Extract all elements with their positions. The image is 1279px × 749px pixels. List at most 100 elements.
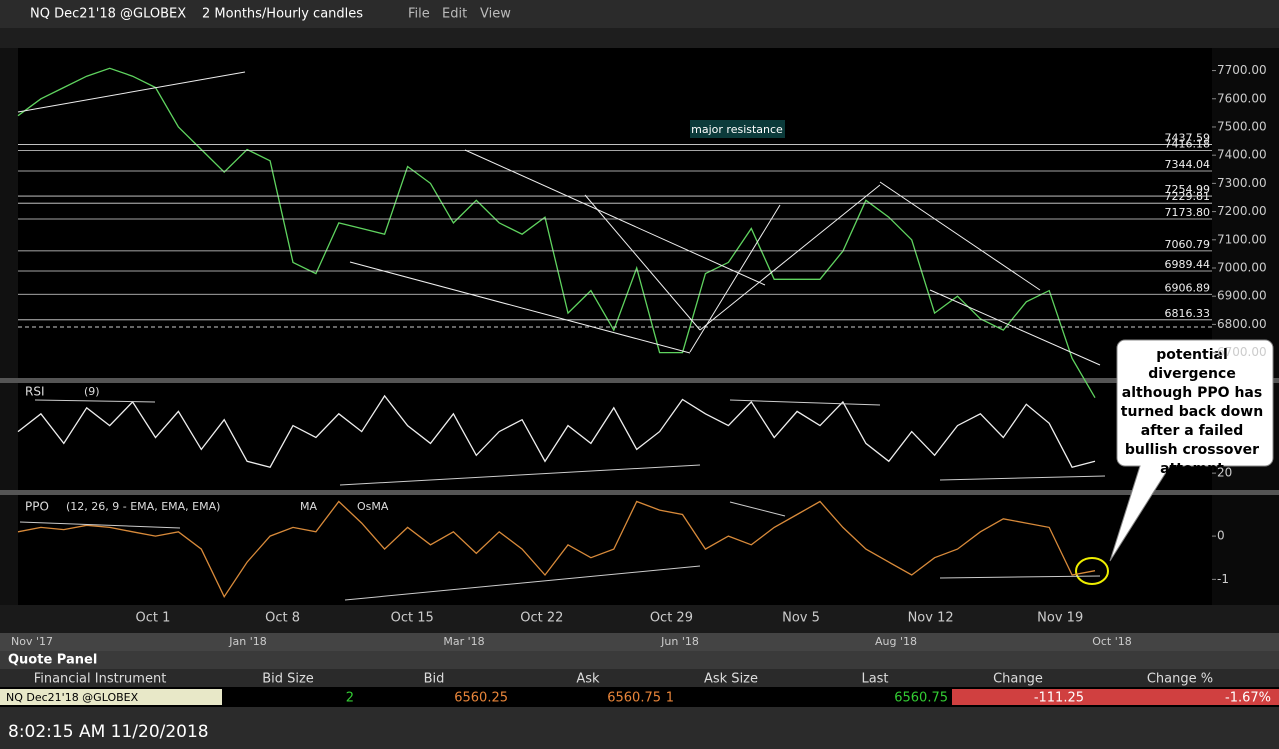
- quote-panel-title: Quote Panel: [8, 653, 97, 668]
- side-strip: [0, 48, 18, 633]
- level-label: 7254.99: [1165, 183, 1211, 196]
- y-tick-label: -1: [1217, 572, 1229, 586]
- quote-cell: -111.25: [1034, 691, 1084, 706]
- y-tick-label: 7600.00: [1217, 91, 1267, 105]
- level-label: 7344.04: [1165, 158, 1211, 171]
- trendline: [584, 194, 701, 331]
- column-header: Financial Instrument: [34, 672, 167, 687]
- trendline: [929, 289, 1101, 366]
- date-label: Oct 1: [136, 611, 171, 626]
- ppo-legend: OsMA: [357, 500, 389, 513]
- trendline: [464, 149, 766, 286]
- quote-panel-header: [0, 651, 1279, 669]
- clock: 8:02:15 AM 11/20/2018: [8, 722, 209, 742]
- y-tick-label: 7300.00: [1217, 176, 1267, 190]
- quote-cell: 6560.25: [454, 691, 508, 706]
- trendline: [699, 184, 881, 331]
- quote-cell: 2: [346, 691, 354, 706]
- resistance-label: major resistance: [691, 123, 783, 136]
- y-tick-label: 7100.00: [1217, 232, 1267, 246]
- trendline: [34, 399, 156, 403]
- callout: [1109, 339, 1274, 562]
- symbol[interactable]: NQ Dec21'18 @GLOBEX: [30, 7, 186, 22]
- pane-divider: [0, 490, 1279, 495]
- trendline: [689, 204, 781, 353]
- level-label: 7416.18: [1165, 138, 1211, 151]
- column-header: Ask: [576, 672, 600, 687]
- rsi-label: RSI: [25, 385, 45, 399]
- level-label: 7229.81: [1165, 190, 1211, 203]
- change-cell: [952, 689, 1279, 705]
- ppo-line: [17, 500, 1096, 599]
- trendline: [939, 475, 1106, 481]
- y-tick-label: 6800.00: [1217, 317, 1267, 331]
- level-label: 6989.44: [1165, 258, 1211, 271]
- level-label: 6906.89: [1165, 281, 1211, 294]
- trendline: [939, 575, 1101, 579]
- level-label: 7437.59: [1165, 132, 1211, 145]
- y-tick-label: 7700.00: [1217, 63, 1267, 77]
- column-header: Change %: [1147, 672, 1213, 687]
- y-tick-label: 20: [1217, 466, 1232, 480]
- y-tick-label: 0: [1217, 529, 1225, 543]
- date-label: Nov 5: [782, 611, 820, 626]
- menu[interactable]: Edit: [442, 7, 467, 22]
- quote-cell: 6560.75: [607, 691, 661, 706]
- y-tick-label: 7000.00: [1217, 261, 1267, 275]
- trendline: [349, 261, 691, 354]
- date-label: Nov 19: [1037, 611, 1083, 626]
- level-label: 7173.80: [1165, 206, 1211, 219]
- date-label: Nov 12: [908, 611, 954, 626]
- quote-cell: 6560.75: [894, 691, 948, 706]
- quote-columns: [0, 669, 1279, 687]
- trendline: [729, 399, 881, 406]
- status-bar: [0, 707, 1279, 749]
- ppo-params: (12, 26, 9 - EMA, EMA, EMA): [66, 500, 220, 513]
- y-tick-label: 7400.00: [1217, 148, 1267, 162]
- quote-cell: -1.67%: [1225, 691, 1271, 706]
- menu[interactable]: File: [408, 7, 430, 22]
- column-header: Change: [993, 672, 1043, 687]
- level-label: 7060.79: [1165, 238, 1211, 251]
- column-header: Bid: [424, 672, 445, 687]
- trendline: [339, 464, 701, 486]
- timeline-label: Jan '18: [228, 635, 266, 648]
- ppo-label: PPO: [25, 500, 49, 514]
- trendline: [17, 71, 246, 113]
- trendline: [344, 565, 701, 601]
- timeline-label: Jun '18: [660, 635, 699, 648]
- date-label: Oct 22: [520, 611, 563, 626]
- trendline: [19, 521, 181, 529]
- pane-divider: [0, 378, 1279, 383]
- rsi-line: [17, 394, 1096, 468]
- column-header: Last: [861, 672, 888, 687]
- interval[interactable]: 2 Months/Hourly candles: [202, 7, 363, 22]
- annotation: potential divergence although PPO has turne…: [1121, 347, 1263, 477]
- trendline: [729, 501, 786, 517]
- timeline-label: Aug '18: [875, 635, 917, 648]
- trendline: [879, 181, 1041, 291]
- label-box: [690, 120, 785, 138]
- price-chart-line: [17, 67, 1096, 399]
- y-tick-label: 6900.00: [1217, 289, 1267, 303]
- title-bar: [0, 0, 1279, 28]
- y-tick-label: 7200.00: [1217, 204, 1267, 218]
- column-header: Ask Size: [704, 672, 758, 687]
- level-label: 6816.33: [1165, 307, 1211, 320]
- toolbar: [0, 28, 1279, 48]
- instrument-cell: [0, 689, 222, 705]
- ppo-legend: MA: [300, 500, 317, 513]
- y-tick-label: 7500.00: [1217, 119, 1267, 133]
- menu[interactable]: View: [480, 7, 511, 22]
- timeline-label: Mar '18: [443, 635, 484, 648]
- date-label: Oct 8: [265, 611, 300, 626]
- date-axis: [0, 605, 1279, 633]
- y-tick-label: 6700.00: [1217, 345, 1267, 359]
- quote-cell: NQ Dec21'18 @GLOBEX: [6, 691, 139, 704]
- rsi-params: (9): [84, 385, 100, 398]
- highlight-circle: [1075, 557, 1109, 585]
- column-header: Bid Size: [262, 672, 314, 687]
- timeline-label: Nov '17: [11, 635, 53, 648]
- date-label: Oct 15: [391, 611, 434, 626]
